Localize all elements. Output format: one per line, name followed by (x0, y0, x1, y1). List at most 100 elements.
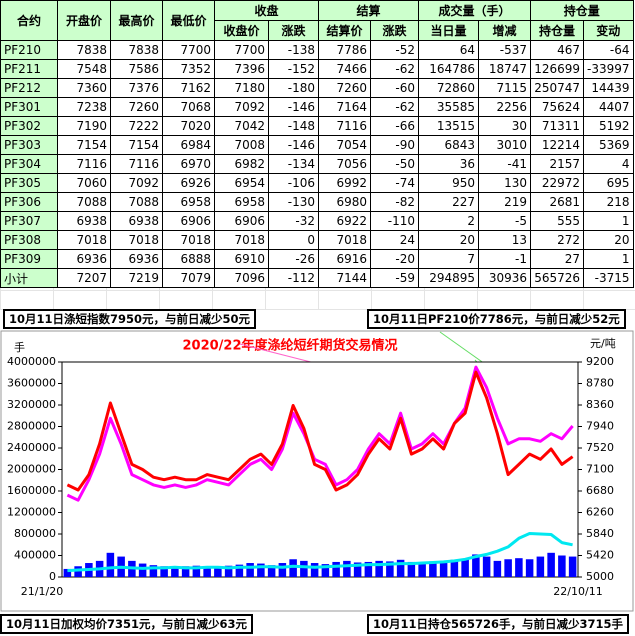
cell: -90 (370, 135, 419, 155)
cell: -26 (268, 249, 319, 269)
cell: 72860 (418, 78, 479, 98)
volume-bar (138, 563, 147, 577)
cell: 7 (418, 249, 479, 269)
note: 10月11日PF210价7786元，与前日减少52元 (367, 309, 626, 329)
cell: 7548 (57, 59, 111, 79)
x-tick-label: 21/1/20 (21, 585, 63, 598)
cell: 250747 (530, 78, 584, 98)
cell: 565726 (530, 268, 584, 288)
cell: -112 (268, 268, 319, 288)
cell: -66 (370, 116, 419, 136)
cell: 7219 (110, 268, 163, 288)
cell: -106 (268, 173, 319, 193)
contract: PF302 (0, 116, 58, 136)
contract: PF210 (0, 40, 58, 60)
y-tick-label: 0 (49, 570, 56, 583)
volume-bar (439, 560, 448, 577)
cell: 7020 (162, 116, 215, 136)
y2-tick-label: 5840 (586, 527, 614, 540)
volume-bar (235, 564, 244, 577)
cell: 7008 (214, 135, 269, 155)
cell: 6982 (214, 154, 269, 174)
y-tick-label: 3200000 (7, 398, 56, 411)
y2-tick-label: 6680 (586, 484, 614, 497)
cell: -180 (268, 78, 319, 98)
cell: 467 (530, 40, 584, 60)
cell: 7056 (318, 154, 371, 174)
chart: 2020/22年度涤纶短纤期货交易情况 手 元/吨 0 400000 800000 1… (0, 330, 634, 612)
cell: -59 (370, 268, 419, 288)
cell: 7068 (162, 97, 215, 117)
column-header: 持仓量 (530, 20, 584, 41)
y2-tick-label: 7520 (586, 441, 614, 454)
cell: 7042 (214, 116, 269, 136)
cell: -5 (478, 211, 531, 231)
volume-bar (214, 566, 222, 577)
cell: -537 (478, 40, 531, 60)
cell: -110 (370, 211, 419, 231)
cell: 695 (583, 173, 634, 193)
y2-tick-label: 7100 (586, 463, 614, 476)
cell: 6888 (162, 249, 215, 269)
cell: -148 (268, 116, 319, 136)
cell: -41 (478, 154, 531, 174)
cell: 6936 (57, 249, 111, 269)
cell: 7466 (318, 59, 371, 79)
cell: 71311 (530, 116, 584, 136)
cell: 164786 (418, 59, 479, 79)
cell: 13515 (418, 116, 479, 136)
cell: 7018 (214, 230, 269, 250)
contract: PF301 (0, 97, 58, 117)
cell: 7116 (318, 116, 371, 136)
cell: 5369 (583, 135, 634, 155)
note: 10月11日加权均价7351元，与前日减少63元 (0, 614, 254, 634)
y-tick-label: 1600000 (7, 484, 56, 497)
cell: -62 (370, 97, 419, 117)
cell: 6980 (318, 192, 371, 212)
contract: 小计 (0, 268, 58, 288)
cell: 2681 (530, 192, 584, 212)
volume-bar (429, 561, 437, 577)
contract: PF304 (0, 154, 58, 174)
cell: 5192 (583, 116, 634, 136)
cell: 227 (418, 192, 479, 212)
volume-bar (149, 565, 158, 577)
cell: -138 (268, 40, 319, 60)
volume-bar (300, 560, 308, 577)
cell: 7154 (57, 135, 111, 155)
sheet-grid (0, 288, 635, 310)
column-header: 当日量 (418, 20, 479, 41)
cell: 7018 (318, 230, 371, 250)
contract: PF306 (0, 192, 58, 212)
cell: 6910 (214, 249, 269, 269)
cell: 24 (370, 230, 419, 250)
y2-tick-label: 5000 (586, 570, 614, 583)
column-header: 最高价 (110, 0, 163, 41)
cell: 7115 (478, 78, 531, 98)
cell: 6984 (162, 135, 215, 155)
y2-tick-label: 9200 (586, 355, 614, 368)
cell: 7786 (318, 40, 371, 60)
volume-bar (472, 554, 480, 577)
cell: 6970 (162, 154, 215, 174)
cell: 36 (418, 154, 479, 174)
cell: 6992 (318, 173, 371, 193)
contract: PF211 (0, 59, 58, 79)
cell: -64 (583, 40, 634, 60)
cell: 4407 (583, 97, 634, 117)
cell: 2 (418, 211, 479, 231)
volume-bar (353, 562, 362, 577)
cell: 20 (418, 230, 479, 250)
column-header: 增减 (478, 20, 531, 41)
cell: 7838 (110, 40, 163, 60)
volume-bar (278, 563, 287, 577)
cell: 6916 (318, 249, 371, 269)
y-tick-label: 4000000 (7, 355, 56, 368)
plot-area (61, 361, 579, 578)
column-header: 收盘 (214, 0, 319, 21)
cell: 6954 (214, 173, 269, 193)
cell: 555 (530, 211, 584, 231)
column-header: 持仓量 (530, 0, 634, 21)
cell: 7154 (110, 135, 163, 155)
